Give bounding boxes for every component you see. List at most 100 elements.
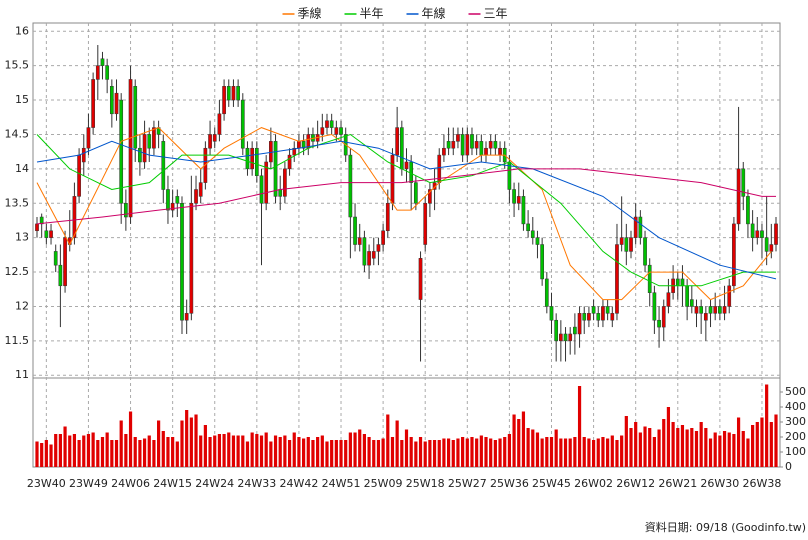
x-tick-label: 25W27	[448, 477, 487, 490]
volume-bar	[250, 432, 254, 467]
volume-bar	[213, 435, 217, 467]
candle-body	[142, 134, 147, 163]
candle-body	[516, 196, 521, 204]
candle-body	[138, 147, 142, 163]
x-tick-label: 26W12	[616, 477, 655, 490]
candle-body	[236, 86, 240, 101]
volume-bar	[409, 437, 413, 467]
ma-line	[36, 168, 776, 225]
volume-bar	[554, 429, 558, 467]
y-tick-label: 16	[15, 24, 29, 37]
candle-body	[409, 161, 414, 183]
candle-body	[63, 237, 67, 287]
candle-body	[91, 79, 95, 128]
candle-body	[119, 99, 124, 204]
volume-bar	[77, 440, 81, 467]
candle-body	[470, 134, 474, 149]
volume-bar	[503, 437, 507, 467]
volume-bar	[610, 435, 614, 467]
volume-bar	[152, 440, 156, 467]
volume-bar	[119, 420, 123, 467]
volume-bar	[634, 422, 638, 467]
volume-bar	[423, 441, 427, 467]
candle-body	[423, 203, 428, 245]
volume-bar	[699, 422, 703, 467]
legend-label: 三年	[484, 7, 508, 21]
candle-body	[334, 127, 339, 135]
legend-label: 年線	[422, 6, 446, 21]
candle-body	[446, 141, 451, 149]
volume-bar	[736, 417, 741, 467]
candle-body	[760, 230, 764, 238]
candle-body	[395, 127, 399, 156]
volume-bar	[680, 425, 685, 467]
candle-body	[385, 203, 390, 232]
volume-bar	[521, 411, 526, 467]
candle-body	[699, 306, 704, 314]
candle-body	[689, 299, 694, 307]
volume-bar	[470, 437, 474, 467]
candle-body	[133, 86, 138, 149]
volume-bar	[484, 437, 488, 467]
candle-body	[657, 319, 661, 328]
candle-body	[414, 182, 418, 204]
volume-bar	[287, 440, 292, 467]
candle-body	[376, 244, 381, 252]
volume-bar	[278, 437, 282, 467]
candle-body	[58, 264, 63, 287]
x-tick-label: 24W24	[195, 477, 234, 490]
volume-bar	[465, 438, 469, 467]
volume-bar	[446, 438, 451, 467]
volume-bar	[662, 419, 666, 467]
candle-body	[680, 278, 685, 287]
volume-bar	[376, 440, 381, 467]
volume-bar	[362, 434, 367, 467]
volume-bar	[311, 440, 315, 467]
volume-bar	[35, 441, 39, 467]
x-tick-label: 26W30	[700, 477, 739, 490]
volume-bar	[292, 432, 296, 467]
volume-bar	[264, 432, 268, 467]
candle-body	[764, 237, 769, 252]
volume-bar	[732, 434, 736, 467]
candle-body	[474, 141, 479, 149]
candle-body	[661, 306, 666, 328]
candle-body	[732, 223, 736, 287]
volume-bar	[479, 435, 483, 467]
candle-body	[643, 237, 647, 266]
volume-bar	[91, 432, 95, 467]
volume-bar	[381, 438, 385, 467]
volume-bar	[568, 438, 572, 467]
volume-bar	[86, 434, 91, 467]
volume-bar	[657, 429, 661, 467]
candle-body	[81, 147, 86, 163]
volume-bar	[114, 440, 119, 467]
x-tick-label: 24W33	[237, 477, 276, 490]
volume-bar	[241, 435, 245, 467]
legend-label: 半年	[360, 7, 384, 21]
volume-bar	[194, 414, 198, 467]
candle-body	[329, 120, 334, 128]
candle-body	[357, 237, 362, 245]
candle-body	[194, 189, 198, 204]
y-tick-label: 500	[785, 385, 806, 398]
volume-bar	[306, 437, 310, 467]
candle-body	[208, 134, 212, 149]
y-tick-label: 11.5	[5, 334, 30, 347]
candle-body	[240, 99, 245, 149]
candle-body	[638, 216, 643, 238]
volume-bar	[44, 440, 48, 467]
volume-bar	[765, 384, 769, 467]
volume-bar	[690, 428, 694, 467]
volume-bar	[493, 440, 497, 467]
volume-bar	[676, 428, 680, 467]
candle-body	[292, 147, 297, 156]
x-tick-label: 25W45	[532, 477, 571, 490]
volume-bar	[531, 429, 535, 467]
x-tick-label: 24W15	[153, 477, 192, 490]
candle-body	[703, 313, 708, 321]
volume-bar	[54, 434, 58, 467]
candle-body	[741, 168, 746, 197]
candle-body	[147, 134, 152, 149]
volume-bar	[671, 422, 675, 467]
